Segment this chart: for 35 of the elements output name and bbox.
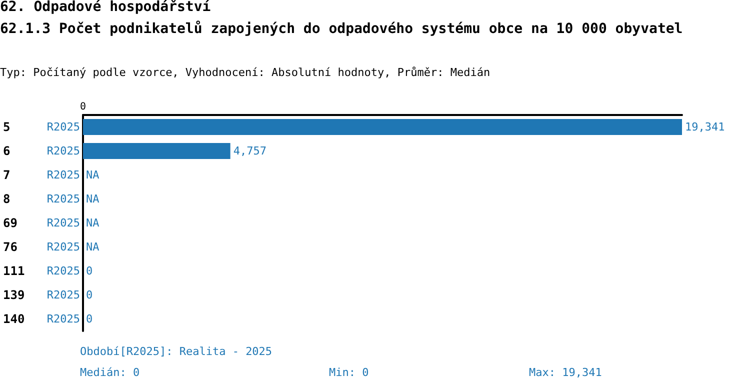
y-tick-label: 7: [3, 168, 10, 182]
chart-subtitle: 62.1.3 Počet podnikatelů zapojených do odpadového systému obce na 10 000 obyvatel: [0, 20, 683, 37]
text: R2025: [46, 216, 80, 230]
text: Období[R2025]: Realita - 2025: [80, 345, 272, 358]
text: R2025: [46, 192, 80, 206]
text: NA: [86, 240, 100, 254]
data-label: 19,341: [685, 120, 725, 134]
y-tick-label: 139: [3, 288, 25, 302]
y-tick-label: 6: [3, 144, 10, 158]
text: NA: [86, 216, 100, 230]
text: R2025: [46, 288, 80, 302]
text: NA: [86, 168, 100, 182]
text: Medián: 0: [80, 366, 140, 379]
data-label: 0: [86, 312, 93, 326]
y-tick-label: 5: [3, 120, 10, 134]
text: Max: 19,341: [529, 366, 602, 379]
y-tick-label: 140: [3, 312, 25, 326]
y-tick-label: 76: [3, 240, 18, 254]
text: R2025: [46, 144, 80, 158]
text: R2025: [46, 264, 80, 278]
data-label: 0: [86, 288, 93, 302]
text: 0: [80, 102, 86, 112]
data-label: 0: [86, 264, 93, 278]
y-tick-label: 69: [3, 216, 18, 230]
text: NA: [86, 192, 100, 206]
chart-title: 62. Odpadové hospodářství: [0, 0, 211, 15]
text: Typ: Počítaný podle vzorce, Vyhodnocení: Absolutní hodnoty, Průměr: Medián: [0, 66, 490, 79]
text: R2025: [46, 312, 80, 326]
text: R2025: [46, 168, 80, 182]
y-tick-label: 8: [3, 192, 10, 206]
series-label: R2025: [46, 120, 80, 134]
y-tick-label: 111: [3, 264, 25, 278]
text: Min: 0: [329, 366, 369, 379]
data-label: 4,757: [233, 144, 266, 158]
text: R2025: [46, 240, 80, 254]
